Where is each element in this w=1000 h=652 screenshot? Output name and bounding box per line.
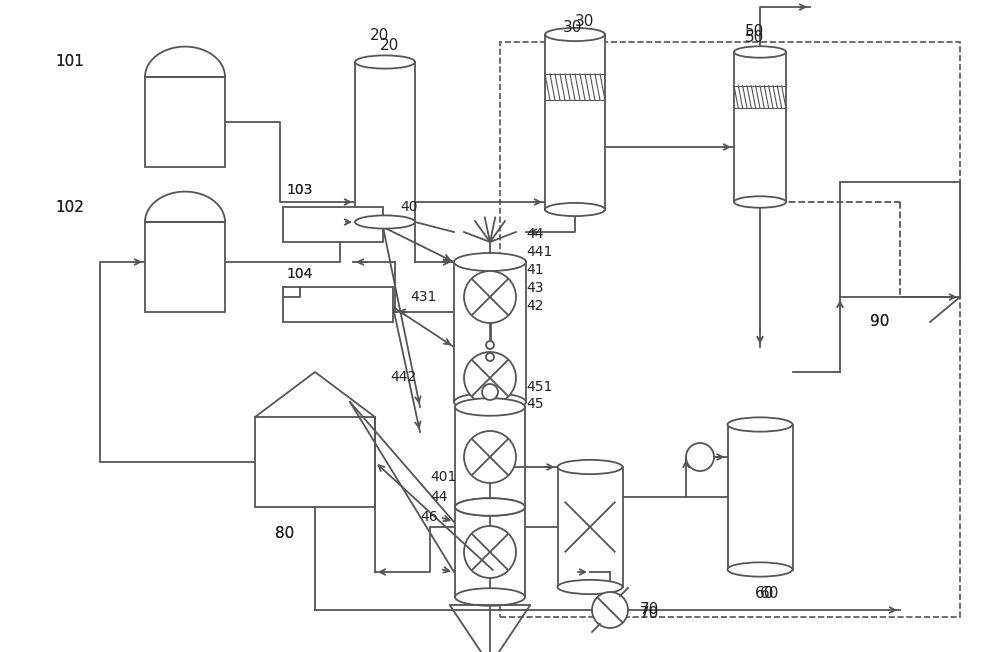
Text: 42: 42 xyxy=(526,299,544,313)
Text: 104: 104 xyxy=(286,267,312,281)
Circle shape xyxy=(464,431,516,483)
Ellipse shape xyxy=(455,498,525,516)
Text: 102: 102 xyxy=(55,200,84,215)
Text: 101: 101 xyxy=(55,55,84,70)
Text: 40: 40 xyxy=(400,200,418,214)
Text: 90: 90 xyxy=(870,314,889,329)
Text: 451: 451 xyxy=(526,380,552,394)
Text: 20: 20 xyxy=(370,27,389,42)
Text: 101: 101 xyxy=(55,55,84,70)
Ellipse shape xyxy=(455,498,525,516)
Text: 441: 441 xyxy=(526,245,552,259)
Text: 103: 103 xyxy=(286,183,312,197)
Ellipse shape xyxy=(728,417,792,432)
Bar xyxy=(255,417,375,507)
Bar xyxy=(283,287,393,322)
Bar xyxy=(454,262,526,402)
Ellipse shape xyxy=(734,46,786,58)
Text: 102: 102 xyxy=(55,200,84,215)
Text: 90: 90 xyxy=(870,314,889,329)
Text: 44: 44 xyxy=(526,227,544,241)
Ellipse shape xyxy=(728,562,792,576)
Bar xyxy=(355,62,415,222)
Circle shape xyxy=(486,341,494,349)
Text: 45: 45 xyxy=(526,397,544,411)
Ellipse shape xyxy=(545,28,605,41)
Ellipse shape xyxy=(545,203,605,216)
Circle shape xyxy=(464,271,516,323)
Text: 442: 442 xyxy=(390,370,416,384)
Text: 60: 60 xyxy=(760,587,779,602)
Ellipse shape xyxy=(455,398,525,416)
Ellipse shape xyxy=(734,196,786,208)
Circle shape xyxy=(592,592,628,628)
Bar xyxy=(145,222,225,312)
Text: 43: 43 xyxy=(526,281,544,295)
Bar xyxy=(455,407,525,507)
Text: 80: 80 xyxy=(275,527,294,542)
Text: 46: 46 xyxy=(420,510,438,524)
Ellipse shape xyxy=(558,460,622,474)
Bar xyxy=(500,42,960,617)
Text: 80: 80 xyxy=(275,527,294,542)
Bar xyxy=(728,424,792,569)
Bar xyxy=(545,35,605,209)
Text: 20: 20 xyxy=(380,38,399,53)
Bar xyxy=(558,467,622,587)
Text: 104: 104 xyxy=(286,267,312,281)
Text: 103: 103 xyxy=(286,183,312,197)
Bar xyxy=(145,77,225,167)
Text: 44: 44 xyxy=(430,490,448,504)
Bar xyxy=(734,52,786,202)
Circle shape xyxy=(486,353,494,361)
Ellipse shape xyxy=(355,215,415,229)
Text: 401: 401 xyxy=(430,470,456,484)
Ellipse shape xyxy=(454,393,526,411)
Circle shape xyxy=(686,443,714,471)
Ellipse shape xyxy=(558,580,622,594)
Circle shape xyxy=(464,352,516,404)
Text: 70: 70 xyxy=(640,606,659,621)
Circle shape xyxy=(482,384,498,400)
Text: 41: 41 xyxy=(526,263,544,277)
Ellipse shape xyxy=(355,55,415,68)
Text: 431: 431 xyxy=(410,290,436,304)
Bar xyxy=(840,182,960,297)
Circle shape xyxy=(464,526,516,578)
Text: 60: 60 xyxy=(755,587,774,602)
Bar xyxy=(283,207,383,242)
Text: 50: 50 xyxy=(745,25,764,40)
Text: 30: 30 xyxy=(575,14,594,29)
Text: 30: 30 xyxy=(563,20,582,35)
Text: 50: 50 xyxy=(745,29,764,44)
Bar xyxy=(455,507,525,597)
Ellipse shape xyxy=(454,253,526,271)
Ellipse shape xyxy=(455,588,525,606)
Text: 70: 70 xyxy=(640,602,659,617)
